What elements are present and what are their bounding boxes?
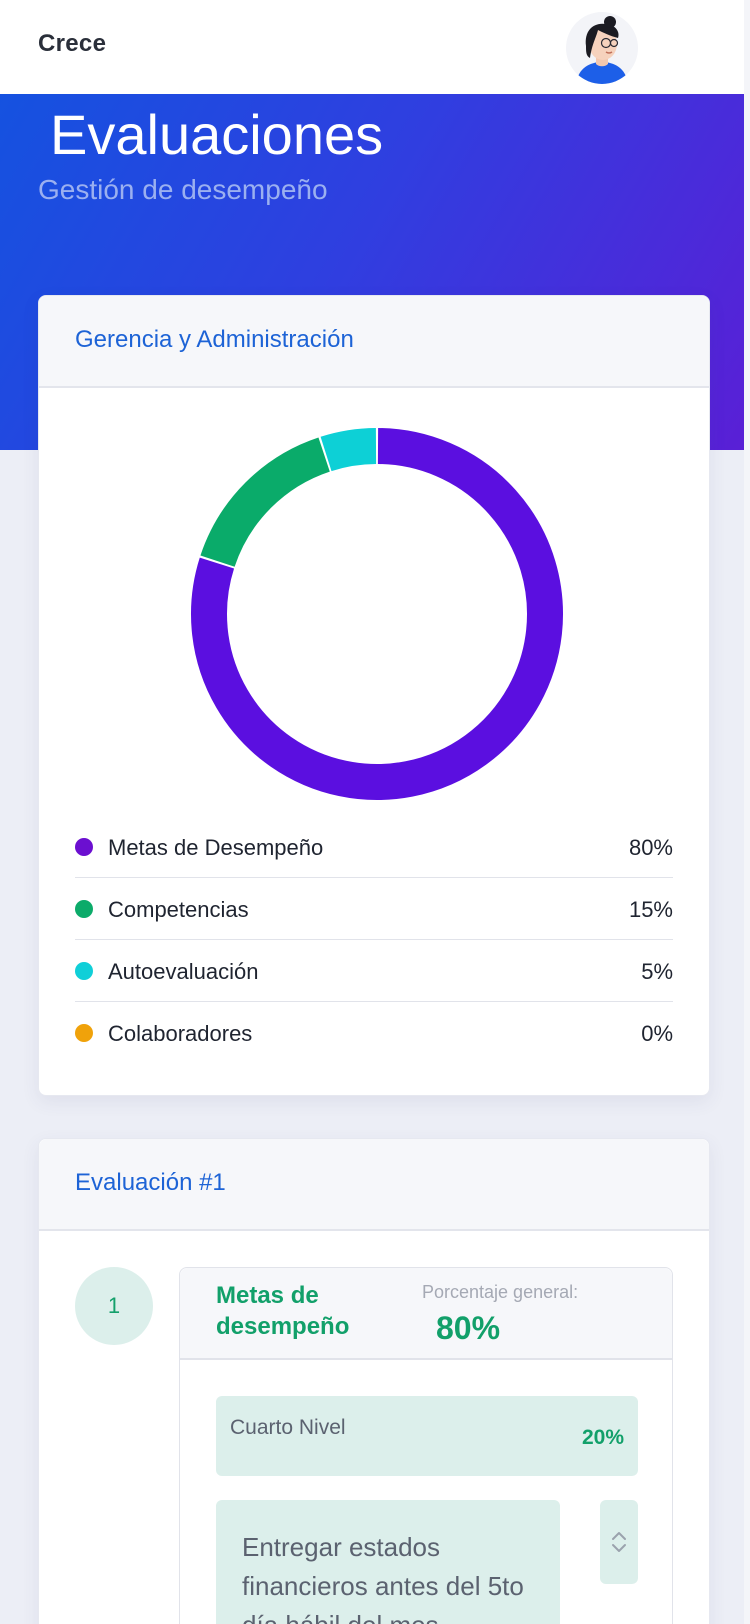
goal-description: Entregar estados financieros antes del 5… xyxy=(242,1532,524,1624)
app-brand[interactable]: Crece xyxy=(38,30,107,57)
donut-slice xyxy=(200,437,331,568)
scrollbar-track[interactable] xyxy=(744,0,750,1624)
legend-row: Colaboradores 0% xyxy=(75,1002,673,1064)
legend-color-dot xyxy=(75,1024,93,1042)
legend-label: Autoevaluación xyxy=(108,959,259,984)
legend-label: Metas de Desempeño xyxy=(108,835,324,860)
summary-card: Gerencia y Administración Metas de Desem… xyxy=(38,295,710,1096)
sort-arrows-icon xyxy=(612,1532,626,1552)
reorder-button[interactable] xyxy=(600,1500,638,1584)
top-bar: Crece xyxy=(0,0,750,94)
legend-color-dot xyxy=(75,838,93,856)
level-row[interactable]: Cuarto Nivel 20% xyxy=(216,1396,638,1476)
department-title: Gerencia y Administración xyxy=(75,326,354,353)
level-name: Cuarto Nivel xyxy=(230,1416,346,1439)
legend-value: 0% xyxy=(641,1021,673,1046)
legend-value: 80% xyxy=(628,835,673,860)
evaluation-card-header: Evaluación #1 xyxy=(39,1139,709,1231)
avatar-illustration-icon xyxy=(576,16,628,84)
general-percentage-label: Porcentaje general: xyxy=(422,1282,579,1302)
section-title: Metas de desempeño xyxy=(216,1282,350,1340)
evaluation-card: Evaluación #1 1 Metas de desempeño Porce… xyxy=(38,1138,710,1624)
donut-slice xyxy=(191,428,563,800)
level-percentage: 20% xyxy=(581,1426,624,1449)
page-subtitle: Gestión de desempeño xyxy=(38,174,328,205)
goals-section-card: Metas de desempeño Porcentaje general: 8… xyxy=(179,1267,673,1624)
general-percentage-value: 80% xyxy=(436,1310,501,1346)
summary-card-header: Gerencia y Administración xyxy=(39,296,709,388)
weights-donut-chart xyxy=(191,428,563,800)
step-number-badge: 1 xyxy=(75,1267,153,1345)
legend-value: 15% xyxy=(628,897,673,922)
legend-label: Competencias xyxy=(108,897,249,922)
donut-slice xyxy=(320,428,377,472)
legend-label: Colaboradores xyxy=(108,1021,253,1046)
page-title: Evaluaciones xyxy=(50,103,384,166)
legend-row: Competencias 15% xyxy=(75,878,673,940)
goals-section-header: Metas de desempeño Porcentaje general: 8… xyxy=(180,1268,672,1360)
legend-color-dot xyxy=(75,962,93,980)
evaluation-title: Evaluación #1 xyxy=(75,1169,226,1196)
legend-row: Autoevaluación 5% xyxy=(75,940,673,1002)
user-avatar[interactable] xyxy=(566,12,638,84)
goal-item[interactable]: Entregar estados financieros antes del 5… xyxy=(216,1500,560,1624)
legend-value: 5% xyxy=(641,959,673,984)
legend-row: Metas de Desempeño 80% xyxy=(75,816,673,878)
legend-color-dot xyxy=(75,900,93,918)
